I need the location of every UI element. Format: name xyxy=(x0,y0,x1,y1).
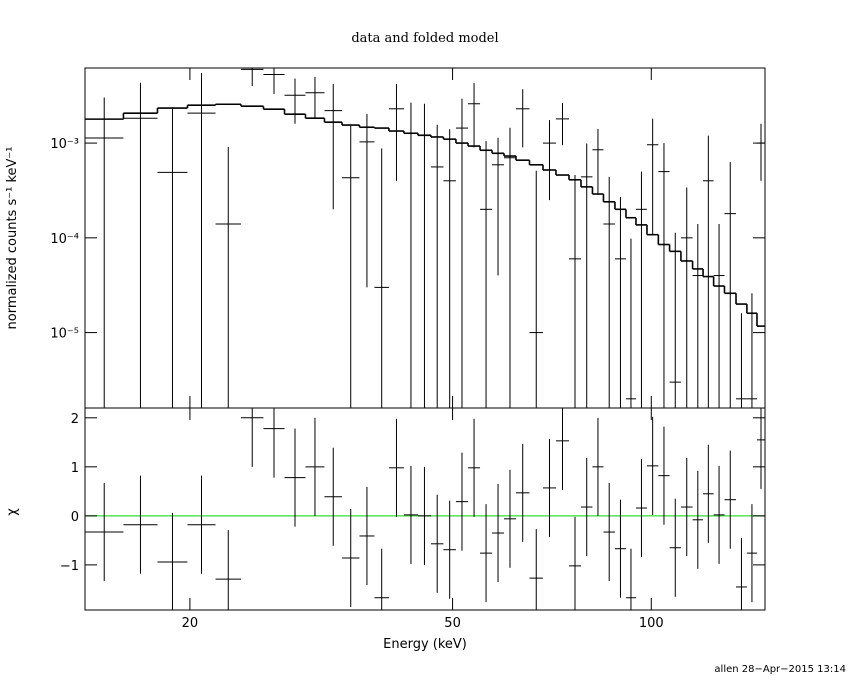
x-axis-label: Energy (keV) xyxy=(383,637,467,652)
x-tick-label: 20 xyxy=(182,616,199,631)
y-tick-label: 10⁻⁴ xyxy=(50,232,79,247)
y-axis-label: normalized counts s⁻¹ keV⁻¹ xyxy=(5,147,20,330)
y-tick-label: 0 xyxy=(71,510,79,525)
y-axis-label: χ xyxy=(5,508,20,516)
y-tick-label: 10⁻⁵ xyxy=(50,327,79,342)
frame xyxy=(84,407,766,611)
y-tick-label: 1 xyxy=(71,461,79,476)
x-tick-label: 50 xyxy=(444,616,461,631)
y-tick-label: −1 xyxy=(60,559,79,574)
chart-title: data and folded model xyxy=(351,31,498,46)
plot-area xyxy=(85,68,765,408)
footer: allen 28−Apr−2015 13:14 xyxy=(714,664,846,675)
x-tick-label: 100 xyxy=(639,616,664,631)
frame xyxy=(84,67,766,409)
plot-area xyxy=(85,408,765,610)
y-tick-label: 2 xyxy=(71,412,79,427)
y-tick-label: 10⁻³ xyxy=(50,137,79,152)
